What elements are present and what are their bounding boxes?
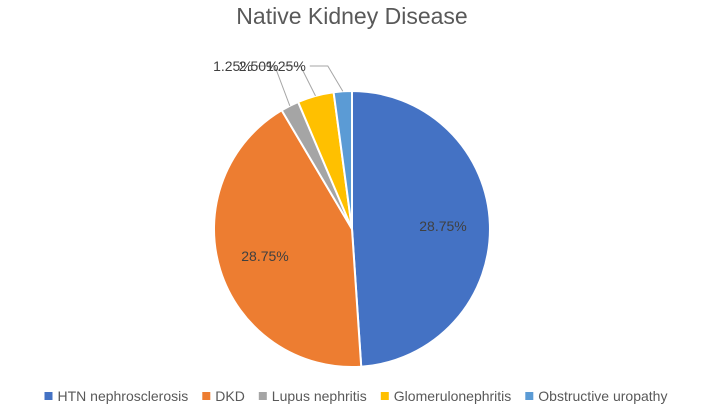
legend-label-lupus-nephritis: Lupus nephritis xyxy=(272,388,367,404)
leader-line-lupus-nephritis xyxy=(256,65,291,106)
leader-line-glomerulonephritis xyxy=(282,65,316,97)
data-label-obstructive-uropathy: 1.25% xyxy=(266,58,306,74)
data-label-glomerulonephritis: 2.50% xyxy=(239,58,279,74)
legend-item-dkd: DKD xyxy=(202,388,245,404)
legend-swatch-obstructive-uropathy xyxy=(525,392,534,400)
legend-label-obstructive-uropathy: Obstructive uropathy xyxy=(538,388,667,404)
pie-slices xyxy=(213,90,491,368)
legend-item-obstructive-uropathy: Obstructive uropathy xyxy=(525,388,667,404)
data-labels: 28.75% 28.75% 1.25%2.50%1.25% xyxy=(213,58,467,264)
legend-swatch-dkd xyxy=(202,392,211,400)
pie-slice-htn-nephrosclerosis xyxy=(351,90,491,368)
legend-label-glomerulonephritis: Glomerulonephritis xyxy=(394,388,512,404)
leader-line-obstructive-uropathy xyxy=(309,65,344,92)
legend-item-glomerulonephritis: Glomerulonephritis xyxy=(380,388,512,404)
legend-item-lupus-nephritis: Lupus nephritis xyxy=(258,388,367,404)
legend: HTN nephrosclerosis DKD Lupus nephritis Glo… xyxy=(44,388,667,404)
data-label-lupus-nephritis: 1.25% xyxy=(213,58,253,74)
legend-swatch-htn-nephrosclerosis xyxy=(44,392,53,400)
legend-label-htn-nephrosclerosis: HTN nephrosclerosis xyxy=(58,388,189,404)
pie-slice-dkd xyxy=(213,109,363,368)
chart-title: Native Kidney Disease xyxy=(236,3,467,29)
legend-swatch-glomerulonephritis xyxy=(380,392,389,400)
legend-swatch-lupus-nephritis xyxy=(258,392,267,400)
legend-label-dkd: DKD xyxy=(215,388,245,404)
legend-item-htn-nephrosclerosis: HTN nephrosclerosis xyxy=(44,388,189,404)
leader-lines xyxy=(256,65,344,106)
data-label-dkd: 28.75% xyxy=(241,248,288,264)
data-label-htn-nephrosclerosis: 28.75% xyxy=(419,218,466,234)
